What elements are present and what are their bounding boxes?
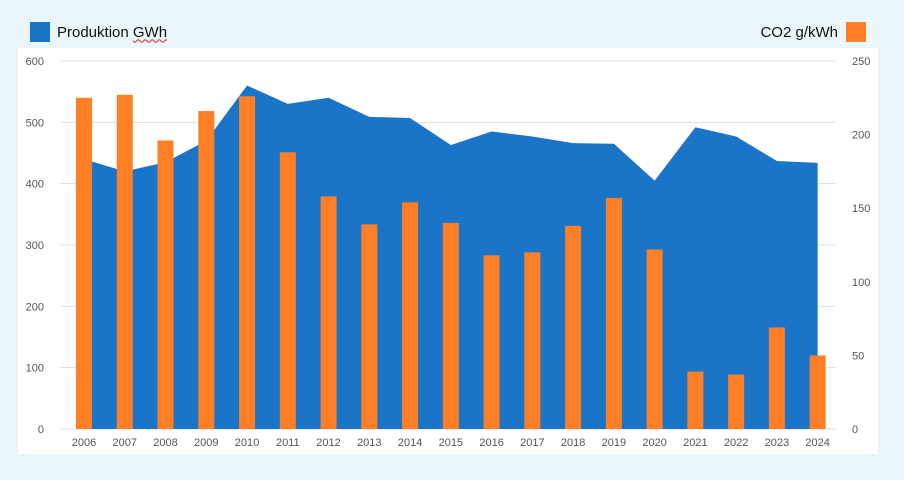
co2-bar	[565, 225, 582, 429]
y-left-tick-label: 400	[26, 179, 44, 191]
co2-bar	[442, 222, 459, 429]
y-left-tick-label: 500	[26, 117, 44, 129]
x-tick-label: 2007	[113, 437, 137, 449]
co2-bar	[402, 202, 419, 429]
x-tick-label: 2008	[153, 437, 177, 449]
legend-co2-swatch	[846, 22, 866, 42]
co2-bar	[524, 252, 541, 429]
co2-bar	[157, 140, 174, 429]
co2-bar	[320, 196, 337, 429]
y-right-tick-label: 200	[852, 130, 870, 142]
x-tick-label: 2022	[724, 437, 748, 449]
y-right-tick-label: 250	[852, 56, 870, 68]
x-tick-label: 2006	[72, 437, 96, 449]
x-tick-label: 2009	[194, 437, 218, 449]
chart-svg: 0 100 200 300 400 500 600 0 50 100 150 200 250 2006 20…	[26, 56, 871, 449]
x-tick-label: 2019	[602, 437, 626, 449]
legend-co2: CO2 g/kWh	[760, 22, 866, 42]
co2-bar	[646, 249, 663, 429]
y-right-tick-label: 0	[852, 424, 858, 436]
y-left-tick-label: 100	[26, 363, 44, 375]
x-tick-label: 2015	[439, 437, 463, 449]
y-left-tick-label: 600	[26, 56, 44, 68]
x-tick-label: 2012	[316, 437, 340, 449]
co2-bar	[687, 371, 704, 429]
co2-bar	[279, 152, 296, 429]
legend-production-label: Produktion GWh	[57, 23, 168, 41]
x-tick-label: 2021	[683, 437, 707, 449]
x-tick-label: 2014	[398, 437, 422, 449]
x-tick-label: 2016	[479, 437, 503, 449]
co2-bar	[239, 96, 256, 429]
co2-bar	[198, 111, 215, 429]
co2-bar	[809, 355, 826, 429]
y-left-tick-label: 0	[38, 424, 44, 436]
x-tick-label: 2011	[276, 437, 300, 449]
x-tick-label: 2018	[561, 437, 585, 449]
y-right-tick-label: 50	[852, 350, 864, 362]
legend-co2-label: CO2 g/kWh	[760, 23, 838, 41]
co2-bar	[116, 94, 133, 429]
co2-bar	[76, 97, 92, 430]
x-tick-label: 2010	[235, 437, 259, 449]
y-left-tick-label: 300	[26, 240, 44, 252]
y-left-tick-label: 200	[26, 301, 44, 313]
legend-production: Produktion GWh	[30, 22, 167, 42]
co2-bar	[605, 197, 622, 429]
y-right-tick-label: 150	[852, 203, 870, 215]
chart-panel: 0 100 200 300 400 500 600 0 50 100 150 200 250 2006 20…	[18, 48, 878, 454]
co2-bar	[483, 255, 500, 429]
y-right-tick-label: 100	[852, 277, 870, 289]
legend-production-swatch	[30, 22, 50, 42]
x-tick-label: 2017	[520, 437, 544, 449]
co2-bar	[361, 224, 378, 429]
x-tick-label: 2020	[642, 437, 666, 449]
x-tick-label: 2013	[357, 437, 381, 449]
x-tick-label: 2023	[765, 437, 789, 449]
x-tick-label: 2024	[805, 437, 829, 449]
co2-bar	[768, 327, 785, 429]
co2-bar	[728, 374, 745, 429]
